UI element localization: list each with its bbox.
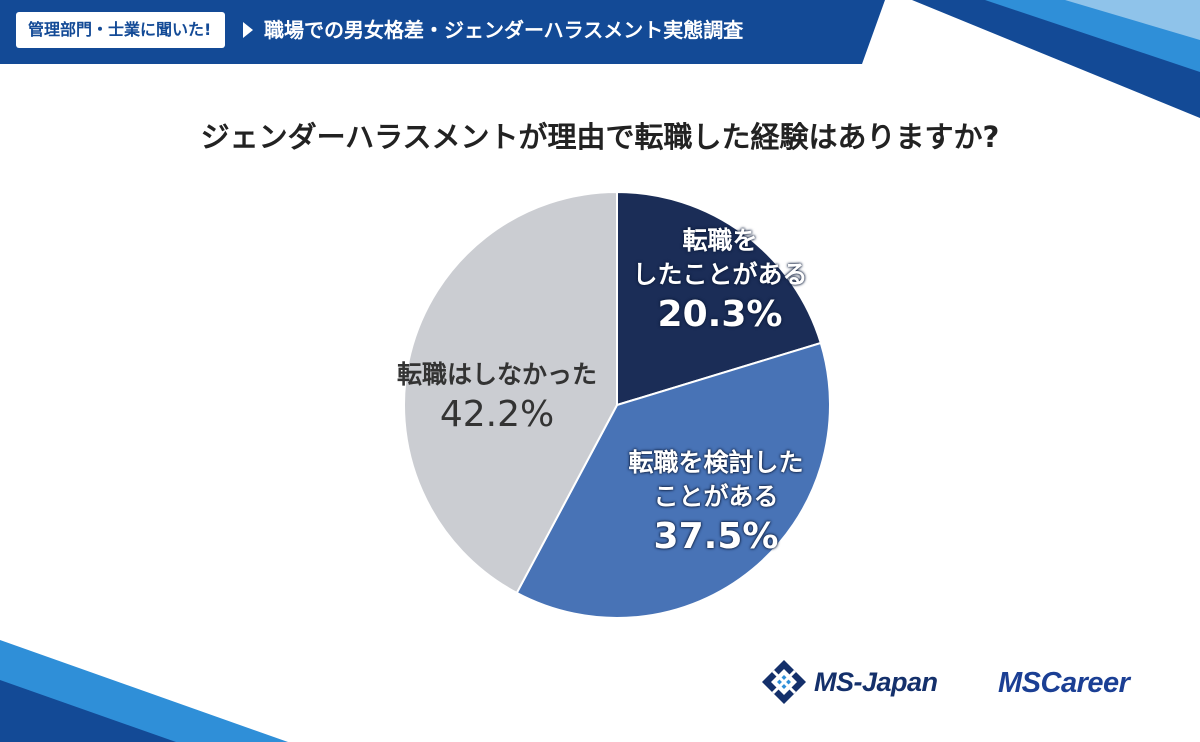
ms-career-logo: MSCareer — [998, 667, 1130, 699]
slice-name-line2: したことがある — [632, 260, 808, 289]
survey-title: 職場での男女格差・ジェンダーハラスメント実態調査 — [264, 18, 744, 42]
top-right-stripe-pale — [1065, 0, 1200, 40]
slice-name-line2: ことがある — [653, 482, 779, 511]
header-badge: 管理部門・士業に聞いた! — [16, 12, 226, 48]
slice-name-line1: 転職はしなかった — [396, 360, 597, 389]
pie-slice-considered — [515, 341, 831, 619]
slice-label-considered: 転職を検討した ことがある 37.5% — [596, 446, 836, 560]
pie-slice-changed-jobs — [616, 190, 823, 407]
ms-japan-logo-text: MS-Japan — [814, 666, 938, 697]
slice-label-did-not-change: 転職はしなかった 42.2% — [382, 358, 612, 438]
slice-name-line1: 転職を検討した — [628, 448, 804, 477]
bottom-left-stripe-dark — [0, 680, 176, 742]
slice-value-label: 20.3% — [657, 294, 783, 335]
chart-question-title: ジェンダーハラスメントが理由で転職した経験はありますか? — [200, 120, 1000, 154]
slice-value-label: 37.5% — [653, 516, 779, 557]
ms-japan-diamond-icon — [760, 658, 808, 706]
slice-label-changed-jobs: 転職を したことがある 20.3% — [620, 224, 820, 338]
badge-arrow-icon — [243, 22, 253, 38]
ms-japan-logo: MS-Japan — [760, 655, 938, 709]
slice-name-line1: 転職を — [682, 226, 758, 255]
pie-slice-did-not-change — [403, 190, 618, 595]
slice-value-label: 42.2% — [439, 394, 555, 435]
